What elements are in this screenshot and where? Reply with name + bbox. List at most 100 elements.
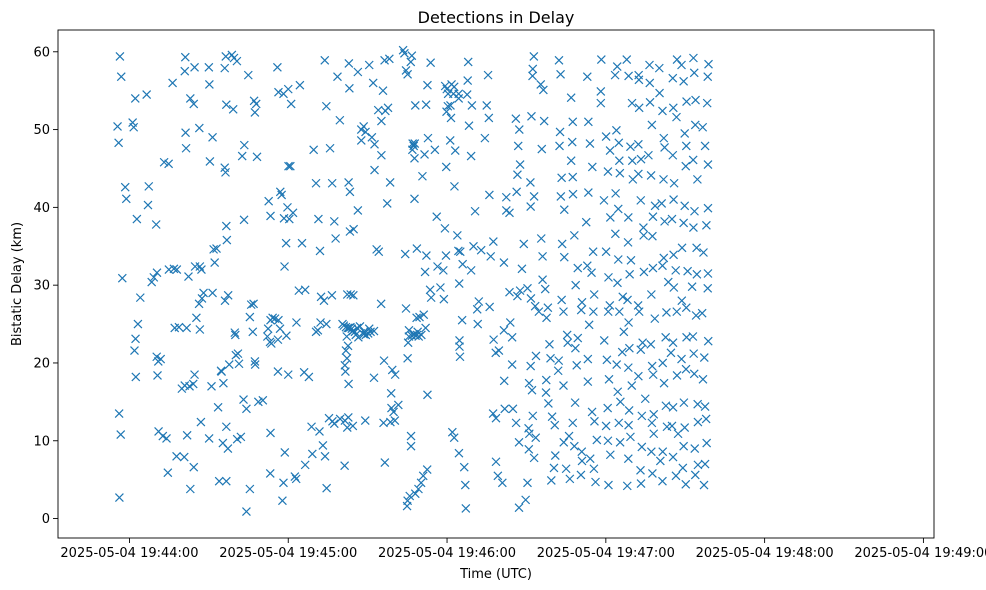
x-tick-label: 2025-05-04 19:49:00 bbox=[854, 546, 986, 561]
data-point bbox=[555, 127, 565, 137]
data-point bbox=[265, 469, 275, 478]
data-point bbox=[491, 457, 501, 467]
data-point bbox=[455, 335, 464, 345]
data-point bbox=[610, 229, 620, 239]
data-point bbox=[672, 370, 682, 380]
data-point bbox=[613, 387, 623, 397]
data-point bbox=[379, 356, 389, 366]
data-point bbox=[342, 353, 352, 363]
data-point bbox=[693, 460, 703, 470]
data-point bbox=[281, 238, 291, 248]
data-point bbox=[242, 507, 251, 516]
data-point bbox=[513, 141, 523, 151]
data-point bbox=[644, 150, 653, 160]
data-point bbox=[340, 416, 350, 425]
data-point bbox=[679, 441, 689, 451]
data-point bbox=[474, 297, 484, 306]
data-point bbox=[693, 399, 703, 409]
data-point bbox=[406, 441, 416, 451]
data-point bbox=[489, 335, 499, 345]
data-point bbox=[612, 62, 622, 71]
data-point bbox=[614, 418, 624, 428]
x-tick-label: 2025-05-04 19:45:00 bbox=[219, 546, 357, 561]
data-point bbox=[387, 365, 397, 375]
data-point bbox=[419, 310, 429, 320]
data-point bbox=[615, 168, 625, 178]
data-point bbox=[680, 129, 690, 138]
data-point bbox=[528, 411, 538, 421]
data-point bbox=[410, 139, 420, 149]
data-point bbox=[172, 265, 182, 275]
data-point bbox=[541, 375, 551, 385]
data-point bbox=[539, 116, 549, 126]
data-point bbox=[130, 94, 140, 103]
data-point bbox=[573, 263, 583, 273]
data-point bbox=[524, 444, 534, 454]
data-point bbox=[602, 355, 612, 365]
data-point bbox=[659, 253, 669, 263]
data-point bbox=[634, 103, 644, 113]
data-point bbox=[345, 187, 355, 197]
data-point bbox=[647, 231, 657, 241]
data-point bbox=[484, 190, 494, 200]
data-point bbox=[243, 70, 253, 80]
data-point bbox=[540, 284, 550, 294]
y-tick-label: 10 bbox=[33, 434, 50, 449]
data-point bbox=[655, 88, 664, 98]
data-point bbox=[189, 99, 199, 109]
data-point bbox=[605, 450, 615, 460]
data-point bbox=[648, 370, 658, 380]
data-point bbox=[292, 318, 301, 327]
data-point bbox=[680, 423, 690, 432]
data-point bbox=[617, 347, 627, 357]
data-point bbox=[690, 206, 699, 216]
data-point bbox=[359, 329, 369, 339]
data-point bbox=[204, 433, 214, 443]
data-point bbox=[703, 269, 713, 278]
data-point bbox=[405, 491, 415, 501]
data-point bbox=[596, 87, 606, 96]
data-point bbox=[637, 411, 647, 421]
data-point bbox=[669, 283, 679, 292]
data-point bbox=[622, 481, 632, 491]
data-point bbox=[701, 414, 711, 424]
data-point bbox=[204, 62, 214, 72]
data-point bbox=[698, 374, 708, 384]
data-point bbox=[453, 246, 463, 256]
data-point bbox=[699, 480, 709, 490]
data-point bbox=[403, 496, 413, 506]
data-point bbox=[669, 195, 679, 205]
data-point bbox=[344, 379, 354, 389]
data-point bbox=[470, 206, 480, 216]
data-point bbox=[421, 323, 431, 333]
data-point bbox=[568, 172, 578, 182]
data-point bbox=[168, 78, 178, 88]
data-point bbox=[547, 412, 557, 422]
data-point bbox=[612, 360, 622, 369]
data-point bbox=[623, 363, 633, 373]
data-point bbox=[521, 495, 531, 505]
data-point bbox=[316, 292, 326, 302]
data-point bbox=[553, 366, 563, 376]
data-point bbox=[633, 371, 643, 381]
data-point bbox=[290, 472, 300, 481]
data-point bbox=[511, 114, 521, 124]
data-point bbox=[278, 496, 287, 506]
data-point bbox=[281, 331, 291, 341]
data-point bbox=[700, 459, 710, 469]
data-point bbox=[188, 379, 198, 389]
data-point bbox=[464, 121, 474, 131]
data-point bbox=[543, 303, 553, 313]
data-point bbox=[376, 150, 386, 160]
data-point bbox=[619, 327, 629, 337]
data-point bbox=[393, 400, 403, 410]
data-point bbox=[426, 58, 436, 68]
data-point bbox=[265, 337, 275, 347]
data-point bbox=[340, 461, 350, 471]
data-point bbox=[614, 156, 624, 166]
data-point bbox=[346, 290, 356, 299]
data-point bbox=[450, 146, 460, 156]
data-point bbox=[114, 138, 124, 148]
data-point bbox=[636, 154, 646, 164]
data-point bbox=[514, 125, 524, 135]
